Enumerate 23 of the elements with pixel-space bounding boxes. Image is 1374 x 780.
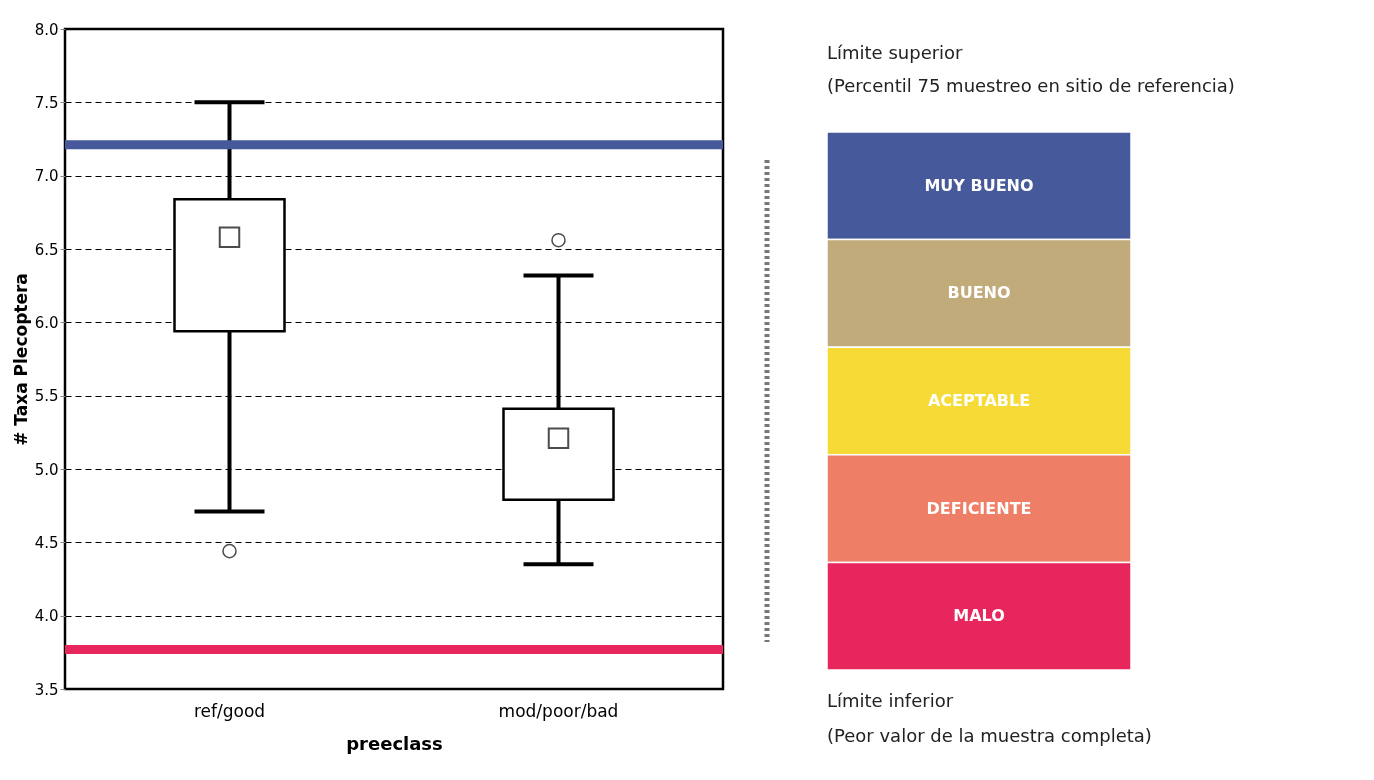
- category-label: BUENO: [947, 283, 1011, 303]
- text: Límite superior: [827, 42, 964, 63]
- y-axis-title: # Taxa Plecoptera: [10, 273, 31, 446]
- y-tick-label: 7.0: [34, 167, 59, 186]
- category-label: DEFICIENTE: [926, 498, 1032, 518]
- y-tick-label: 7.5: [34, 93, 59, 112]
- y-tick-label: 3.5: [34, 680, 59, 699]
- category-label: MALO: [953, 606, 1005, 626]
- text: (Peor valor de la muestra completa): [827, 725, 1152, 746]
- y-tick-label: 5.0: [34, 460, 59, 479]
- text: Límite inferior: [827, 690, 954, 711]
- y-tick-label: 4.5: [34, 533, 59, 552]
- y-tick-label: 5.5: [34, 387, 59, 406]
- x-axis-title: preeclass: [346, 732, 443, 754]
- text: (Percentil 75 muestreo en sitio de referencia): [827, 75, 1235, 96]
- x-tick-label: ref/good: [193, 700, 266, 721]
- y-tick-label: 4.0: [34, 607, 59, 626]
- category-label: ACEPTABLE: [927, 391, 1031, 410]
- y-tick-label: 6.0: [34, 313, 59, 332]
- x-tick-label: mod/poor/bad: [498, 700, 619, 721]
- y-tick-label: 6.5: [34, 240, 59, 259]
- y-tick-label: 8.0: [34, 20, 59, 39]
- category-label: MUY BUENO: [924, 175, 1034, 195]
